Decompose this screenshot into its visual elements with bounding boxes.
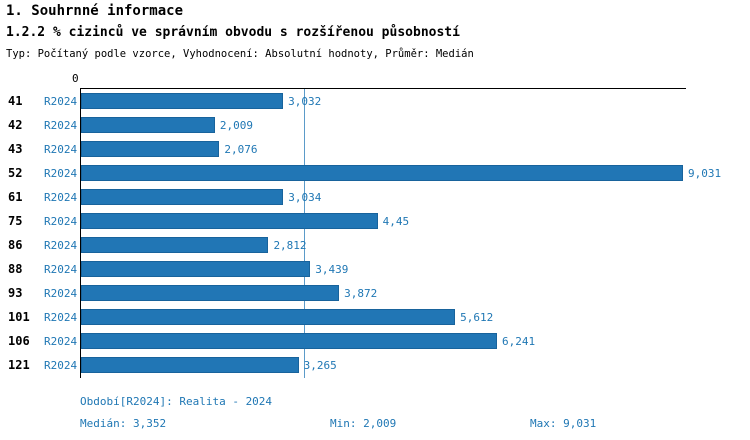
chart-title: 1.2.2 % cizinců ve správním obvodu s roz… xyxy=(6,25,460,40)
value-label: 4,45 xyxy=(382,215,410,228)
series-label: R2024 xyxy=(44,311,78,324)
value-label: 2,076 xyxy=(224,143,258,156)
category-label: 86 xyxy=(8,238,23,252)
value-label: 2,812 xyxy=(273,239,307,252)
chart-row: 93 R2024 3,872 xyxy=(0,281,750,305)
x-axis-zero-tick: 0 xyxy=(72,72,79,85)
bar xyxy=(81,261,311,277)
bar xyxy=(81,213,378,229)
series-label: R2024 xyxy=(44,215,78,228)
chart-row: 41 R2024 3,032 xyxy=(0,89,750,113)
bar xyxy=(81,165,683,181)
chart-row: 121 R2024 3,265 xyxy=(0,353,750,377)
chart-row: 86 R2024 2,812 xyxy=(0,233,750,257)
series-label: R2024 xyxy=(44,119,78,132)
value-label: 3,034 xyxy=(288,191,322,204)
value-label: 5,612 xyxy=(460,311,494,324)
period-label: Období[R2024]: Realita - 2024 xyxy=(80,395,273,408)
value-label: 9,031 xyxy=(688,167,722,180)
series-label: R2024 xyxy=(44,359,78,372)
category-label: 52 xyxy=(8,166,23,180)
bar xyxy=(81,141,220,157)
bar xyxy=(81,357,299,373)
series-label: R2024 xyxy=(44,287,78,300)
bar xyxy=(81,93,284,109)
category-label: 106 xyxy=(8,334,30,348)
chart-meta-info: Typ: Počítaný podle vzorce, Vyhodnocení:… xyxy=(6,48,474,60)
chart-row: 75 R2024 4,45 xyxy=(0,209,750,233)
category-label: 75 xyxy=(8,214,23,228)
chart-row: 101 R2024 5,612 xyxy=(0,305,750,329)
x-axis-line xyxy=(80,88,686,89)
series-label: R2024 xyxy=(44,191,78,204)
series-label: R2024 xyxy=(44,95,78,108)
stat-max: Max: 9,031 xyxy=(530,417,597,430)
chart-row: 88 R2024 3,439 xyxy=(0,257,750,281)
value-label: 3,439 xyxy=(315,263,349,276)
bar xyxy=(81,309,456,325)
series-label: R2024 xyxy=(44,167,78,180)
chart-row: 43 R2024 2,076 xyxy=(0,137,750,161)
bar xyxy=(81,237,269,253)
series-label: R2024 xyxy=(44,239,78,252)
value-label: 3,265 xyxy=(303,359,337,372)
bar xyxy=(81,333,498,349)
bar xyxy=(81,117,215,133)
page-title: 1. Souhrnné informace xyxy=(6,3,184,19)
value-label: 3,872 xyxy=(344,287,378,300)
series-label: R2024 xyxy=(44,335,78,348)
y-axis-line xyxy=(80,88,81,378)
chart-row: 106 R2024 6,241 xyxy=(0,329,750,353)
value-label: 6,241 xyxy=(502,335,536,348)
category-label: 41 xyxy=(8,94,23,108)
category-label: 43 xyxy=(8,142,23,156)
category-label: 93 xyxy=(8,286,23,300)
value-label: 3,032 xyxy=(288,95,322,108)
series-label: R2024 xyxy=(44,143,78,156)
chart-row: 42 R2024 2,009 xyxy=(0,113,750,137)
category-label: 88 xyxy=(8,262,23,276)
bar xyxy=(81,285,340,301)
category-label: 42 xyxy=(8,118,23,132)
stat-min: Min: 2,009 xyxy=(330,417,397,430)
median-reference-line xyxy=(304,89,306,378)
chart-row: 52 R2024 9,031 xyxy=(0,161,750,185)
category-label: 61 xyxy=(8,190,23,204)
bar xyxy=(81,189,284,205)
chart-row: 61 R2024 3,034 xyxy=(0,185,750,209)
category-label: 101 xyxy=(8,310,30,324)
series-label: R2024 xyxy=(44,263,78,276)
value-label: 2,009 xyxy=(219,119,254,132)
stat-median: Medián: 3,352 xyxy=(80,417,167,430)
category-label: 121 xyxy=(8,358,30,372)
